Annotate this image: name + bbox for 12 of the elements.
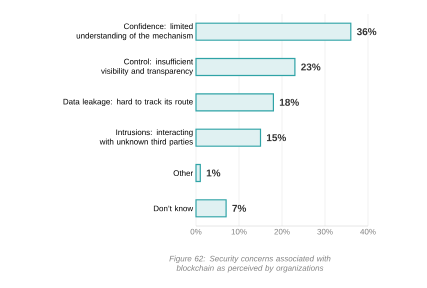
bar [195, 128, 262, 147]
data-label: 36% [356, 28, 376, 36]
bar [195, 93, 274, 112]
data-label: 23% [301, 63, 320, 71]
data-label: 7% [232, 204, 246, 212]
bar [195, 22, 352, 41]
data-label: 15% [266, 134, 286, 142]
bar [195, 164, 201, 182]
bar [195, 58, 296, 76]
bar [195, 199, 227, 218]
data-label: 18% [280, 98, 299, 106]
data-label: 1% [206, 169, 220, 177]
